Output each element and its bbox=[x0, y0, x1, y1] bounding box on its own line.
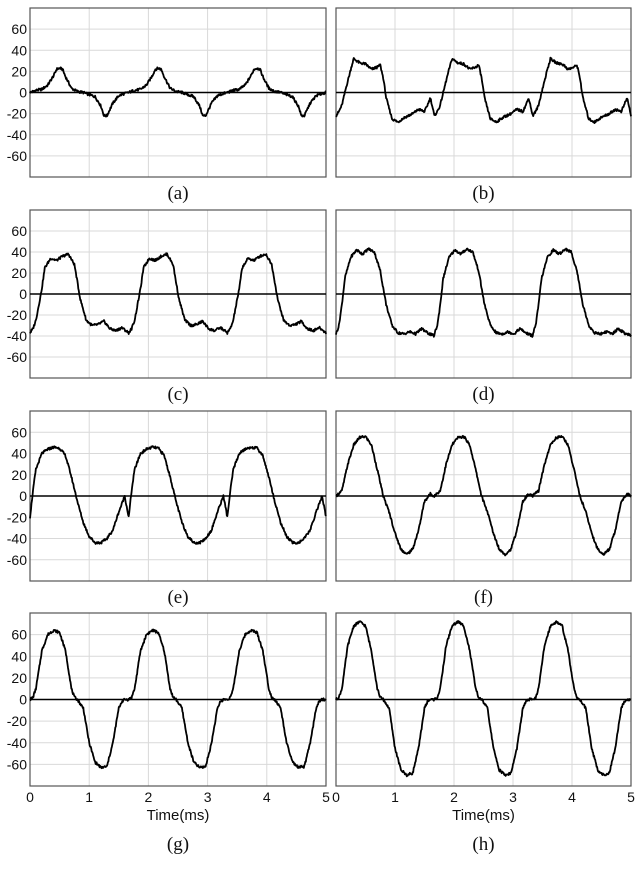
waveform-line bbox=[335, 247, 632, 338]
x-tick-label: 1 bbox=[85, 789, 93, 805]
x-tick-label: 4 bbox=[568, 789, 576, 805]
waveform-line bbox=[29, 445, 327, 545]
x-tick-label: 0 bbox=[26, 789, 34, 805]
subplot-0: 60 40 20 0 -20 -40 -60 (a) bbox=[7, 7, 327, 204]
waveform-line bbox=[335, 434, 632, 557]
y-tick-label: 40 bbox=[11, 42, 27, 58]
subplot-caption: (d) bbox=[472, 384, 494, 405]
y-tick-label: -20 bbox=[7, 509, 27, 525]
x-tick-label: 1 bbox=[391, 789, 399, 805]
waveform-line bbox=[29, 252, 327, 335]
waveform-line bbox=[29, 66, 327, 118]
y-tick-label: -40 bbox=[7, 127, 27, 143]
x-tick-label: 2 bbox=[450, 789, 458, 805]
y-tick-label: 40 bbox=[11, 648, 27, 664]
subplot-7: 0 1 2 3 4 5 Time(ms) (h) bbox=[332, 612, 635, 855]
y-tick-label: 20 bbox=[11, 467, 27, 483]
y-tick-label: -40 bbox=[7, 531, 27, 547]
y-tick-label: -20 bbox=[7, 713, 27, 729]
x-tick-label: 2 bbox=[145, 789, 153, 805]
waveform-line bbox=[335, 56, 632, 124]
y-tick-label: 20 bbox=[11, 265, 27, 281]
x-tick-label: 4 bbox=[263, 789, 271, 805]
y-tick-label: 40 bbox=[11, 244, 27, 260]
subplot-caption: (h) bbox=[472, 834, 494, 855]
y-tick-label: -60 bbox=[7, 756, 27, 772]
subplot-caption: (e) bbox=[167, 587, 188, 608]
y-tick-label: 60 bbox=[11, 21, 27, 37]
y-tick-label: -60 bbox=[7, 148, 27, 164]
y-tick-label: 60 bbox=[11, 627, 27, 643]
subplot-1: (b) bbox=[335, 7, 632, 204]
subplot-caption: (g) bbox=[167, 834, 189, 855]
y-tick-label: -20 bbox=[7, 106, 27, 122]
waveform-line bbox=[335, 620, 632, 778]
waveform-line bbox=[29, 628, 327, 770]
subplot-6: 60 40 20 0 -20 -40 -60 0 1 2 3 4 5 Time(ms) (g) bbox=[7, 612, 330, 855]
subplot-5: (f) bbox=[335, 410, 632, 608]
y-tick-label: 0 bbox=[19, 692, 27, 708]
x-tick-label: 5 bbox=[627, 789, 635, 805]
y-tick-label: 40 bbox=[11, 446, 27, 462]
y-tick-label: -40 bbox=[7, 735, 27, 751]
y-tick-label: 60 bbox=[11, 424, 27, 440]
x-tick-label: 0 bbox=[332, 789, 340, 805]
subplot-2: 60 40 20 0 -20 -40 -60 (c) bbox=[7, 209, 327, 405]
y-tick-label: -40 bbox=[7, 328, 27, 344]
x-axis-label: Time(ms) bbox=[452, 807, 515, 824]
y-tick-label: 20 bbox=[11, 670, 27, 686]
subplot-3: (d) bbox=[335, 209, 632, 405]
y-tick-label: 0 bbox=[19, 286, 27, 302]
x-tick-label: 3 bbox=[509, 789, 517, 805]
x-tick-label: 3 bbox=[204, 789, 212, 805]
x-axis-label: Time(ms) bbox=[147, 807, 210, 824]
y-tick-label: -60 bbox=[7, 552, 27, 568]
subplot-caption: (f) bbox=[474, 587, 493, 608]
y-tick-label: 0 bbox=[19, 488, 27, 504]
subplot-caption: (b) bbox=[472, 183, 494, 204]
subplot-caption: (a) bbox=[167, 183, 188, 204]
y-tick-label: 0 bbox=[19, 85, 27, 101]
y-tick-label: -60 bbox=[7, 349, 27, 365]
subplot-caption: (c) bbox=[167, 384, 188, 405]
y-tick-label: 20 bbox=[11, 63, 27, 79]
x-tick-label: 5 bbox=[322, 789, 330, 805]
y-tick-label: -20 bbox=[7, 307, 27, 323]
subplot-4: 60 40 20 0 -20 -40 -60 (e) bbox=[7, 410, 327, 608]
y-tick-label: 60 bbox=[11, 223, 27, 239]
